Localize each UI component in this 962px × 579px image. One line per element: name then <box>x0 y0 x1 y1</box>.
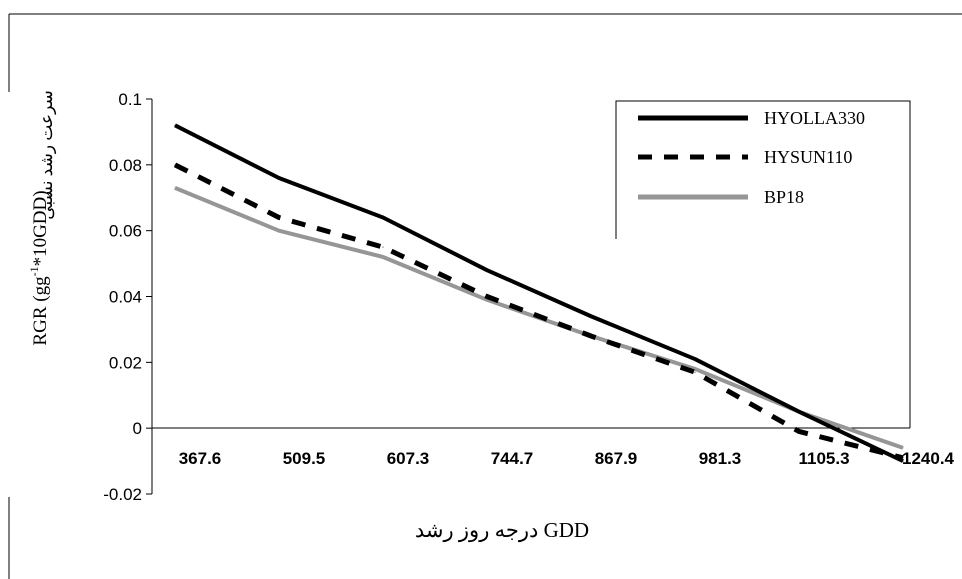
x-tick-label: 867.9 <box>595 449 638 468</box>
x-tick-group: 367.6 509.5 607.3 744.7 867.9 981.3 1105.3 1240… <box>179 449 955 468</box>
data-point-hysun110 <box>278 217 280 218</box>
y-tick-label: 0.06 <box>109 222 142 241</box>
y-tick-label: 0.08 <box>109 156 142 175</box>
series-line-hyolla330 <box>174 123 904 463</box>
data-point-bp18 <box>174 187 176 189</box>
x-tick-label: 981.3 <box>699 449 742 468</box>
data-point-hyolla330 <box>590 315 592 317</box>
data-point-bp18 <box>278 230 280 232</box>
legend-label-hyolla330: HYOLLA330 <box>764 108 865 128</box>
legend-border <box>615 100 911 239</box>
x-axis-label: درجه روز رشد GDD <box>415 518 589 543</box>
data-point-hyolla330 <box>694 358 696 360</box>
series-line-hysun110 <box>173 162 904 461</box>
data-point-bp18 <box>486 299 488 301</box>
y-tick-label: 0.1 <box>118 90 142 109</box>
x-tick-label: 1240.4 <box>902 449 955 468</box>
y-axis-label-superscript: -1 <box>27 266 41 276</box>
data-point-hysun110 <box>694 371 696 373</box>
data-point-hyolla330 <box>798 411 800 413</box>
x-tick-label: 367.6 <box>179 449 222 468</box>
data-point-hyolla330 <box>902 460 904 462</box>
y-axis-label-main: RGR (gg <box>30 276 51 346</box>
data-point-hyolla330 <box>174 124 176 126</box>
x-tick-label: 744.7 <box>491 449 534 468</box>
data-point-hyolla330 <box>382 217 384 218</box>
y-tick-label: 0 <box>133 419 142 438</box>
data-point-hysun110 <box>902 457 904 459</box>
x-tick-label: 1105.3 <box>798 449 849 468</box>
data-point-hysun110 <box>486 296 488 297</box>
y-tick-label: -0.02 <box>103 485 142 504</box>
y-tick-group: 0.1 0.08 0.06 0.04 0.02 0 -0.02 <box>103 90 152 504</box>
data-point-hyolla330 <box>278 177 280 179</box>
data-point-bp18 <box>902 447 904 449</box>
legend-label-bp18: BP18 <box>764 187 804 207</box>
x-tick-label: 509.5 <box>283 449 326 468</box>
series-group <box>173 123 904 463</box>
data-point-hysun110 <box>174 164 176 166</box>
data-point-hyolla330 <box>486 269 488 271</box>
data-point-bp18 <box>694 368 696 370</box>
y-axis-label: RGR (gg-1*10GDD) <box>27 190 51 345</box>
data-point-hysun110 <box>590 335 592 337</box>
x-tick-label: 607.3 <box>387 449 430 468</box>
legend: HYOLLA330 HYSUN110 BP18 <box>615 100 911 239</box>
data-point-hysun110 <box>382 246 384 248</box>
legend-label-hysun110: HYSUN110 <box>764 147 852 167</box>
y-tick-label: 0.02 <box>109 353 142 372</box>
y-axis-label-tail: *10GDD) <box>30 190 51 266</box>
y-axis-label-persian: سرعت رشد نسبی <box>37 90 57 220</box>
y-tick-label: 0.04 <box>109 288 142 307</box>
data-point-bp18 <box>382 256 384 258</box>
data-point-hysun110 <box>798 430 800 432</box>
